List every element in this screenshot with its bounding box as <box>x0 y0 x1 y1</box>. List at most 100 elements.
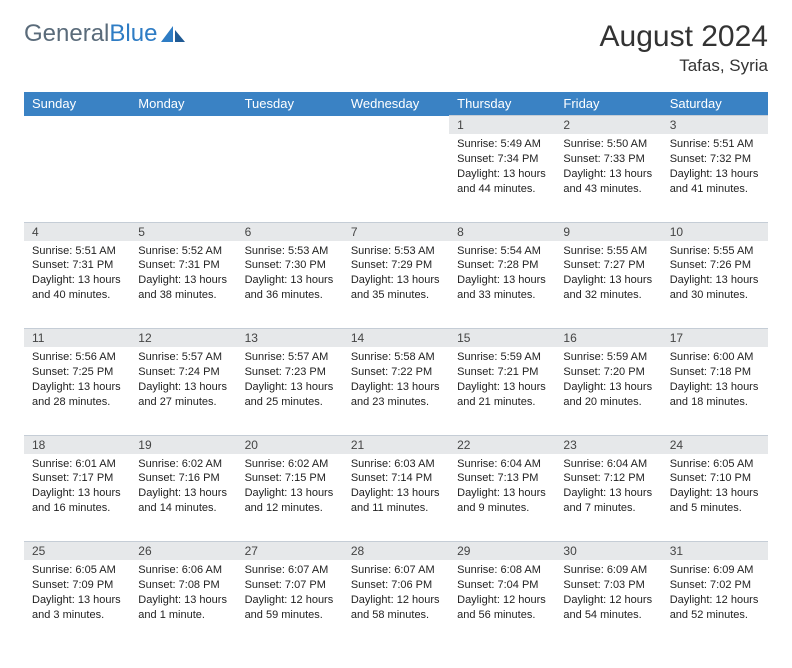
day-number-cell: 16 <box>555 329 661 348</box>
day-number-cell <box>130 116 236 135</box>
day-content-cell: Sunrise: 6:02 AMSunset: 7:15 PMDaylight:… <box>237 454 343 542</box>
day-content-cell: Sunrise: 6:03 AMSunset: 7:14 PMDaylight:… <box>343 454 449 542</box>
logo-sail-icon <box>159 24 187 44</box>
day-number-row: 11121314151617 <box>24 329 768 348</box>
day-header: Friday <box>555 92 661 116</box>
day-content-cell: Sunrise: 5:50 AMSunset: 7:33 PMDaylight:… <box>555 134 661 222</box>
day-content-row: Sunrise: 5:49 AMSunset: 7:34 PMDaylight:… <box>24 134 768 222</box>
day-header: Monday <box>130 92 236 116</box>
day-number-row: 45678910 <box>24 222 768 241</box>
day-content-row: Sunrise: 5:56 AMSunset: 7:25 PMDaylight:… <box>24 347 768 435</box>
day-content-cell <box>24 134 130 222</box>
day-content-cell: Sunrise: 5:49 AMSunset: 7:34 PMDaylight:… <box>449 134 555 222</box>
day-number-cell: 4 <box>24 222 130 241</box>
day-content-cell: Sunrise: 5:53 AMSunset: 7:29 PMDaylight:… <box>343 241 449 329</box>
day-number-cell: 2 <box>555 116 661 135</box>
location: Tafas, Syria <box>600 56 768 76</box>
day-number-cell: 20 <box>237 435 343 454</box>
day-content-cell: Sunrise: 5:56 AMSunset: 7:25 PMDaylight:… <box>24 347 130 435</box>
day-number-cell: 9 <box>555 222 661 241</box>
logo-text-blue: Blue <box>109 20 157 47</box>
day-number-cell: 28 <box>343 542 449 561</box>
day-number-cell: 18 <box>24 435 130 454</box>
day-number-cell: 30 <box>555 542 661 561</box>
day-content-cell: Sunrise: 5:59 AMSunset: 7:20 PMDaylight:… <box>555 347 661 435</box>
day-content-cell: Sunrise: 5:55 AMSunset: 7:26 PMDaylight:… <box>662 241 768 329</box>
day-number-cell: 13 <box>237 329 343 348</box>
header: GeneralBlue August 2024 Tafas, Syria <box>24 20 768 76</box>
day-number-cell: 11 <box>24 329 130 348</box>
calendar-body: 123Sunrise: 5:49 AMSunset: 7:34 PMDaylig… <box>24 116 768 649</box>
day-number-row: 18192021222324 <box>24 435 768 454</box>
day-number-cell <box>343 116 449 135</box>
day-content-cell: Sunrise: 6:04 AMSunset: 7:12 PMDaylight:… <box>555 454 661 542</box>
day-content-cell: Sunrise: 6:09 AMSunset: 7:03 PMDaylight:… <box>555 560 661 648</box>
day-content-cell: Sunrise: 5:57 AMSunset: 7:23 PMDaylight:… <box>237 347 343 435</box>
day-number-cell <box>237 116 343 135</box>
day-number-cell: 22 <box>449 435 555 454</box>
day-number-cell: 5 <box>130 222 236 241</box>
day-content-cell: Sunrise: 5:55 AMSunset: 7:27 PMDaylight:… <box>555 241 661 329</box>
day-content-cell: Sunrise: 5:58 AMSunset: 7:22 PMDaylight:… <box>343 347 449 435</box>
day-number-cell: 19 <box>130 435 236 454</box>
day-content-cell: Sunrise: 6:04 AMSunset: 7:13 PMDaylight:… <box>449 454 555 542</box>
day-content-cell: Sunrise: 6:07 AMSunset: 7:07 PMDaylight:… <box>237 560 343 648</box>
header-right: August 2024 Tafas, Syria <box>600 20 768 76</box>
logo-text-gray: General <box>24 20 109 47</box>
month-title: August 2024 <box>600 20 768 54</box>
calendar-head: SundayMondayTuesdayWednesdayThursdayFrid… <box>24 92 768 116</box>
day-number-cell: 29 <box>449 542 555 561</box>
day-content-row: Sunrise: 6:01 AMSunset: 7:17 PMDaylight:… <box>24 454 768 542</box>
day-number-cell: 31 <box>662 542 768 561</box>
day-content-cell: Sunrise: 5:52 AMSunset: 7:31 PMDaylight:… <box>130 241 236 329</box>
day-number-cell <box>24 116 130 135</box>
day-content-cell: Sunrise: 6:07 AMSunset: 7:06 PMDaylight:… <box>343 560 449 648</box>
day-number-cell: 24 <box>662 435 768 454</box>
day-content-cell: Sunrise: 5:57 AMSunset: 7:24 PMDaylight:… <box>130 347 236 435</box>
day-content-cell: Sunrise: 6:06 AMSunset: 7:08 PMDaylight:… <box>130 560 236 648</box>
day-content-cell: Sunrise: 5:54 AMSunset: 7:28 PMDaylight:… <box>449 241 555 329</box>
day-content-cell: Sunrise: 6:08 AMSunset: 7:04 PMDaylight:… <box>449 560 555 648</box>
day-header: Tuesday <box>237 92 343 116</box>
day-number-cell: 7 <box>343 222 449 241</box>
day-content-cell: Sunrise: 6:02 AMSunset: 7:16 PMDaylight:… <box>130 454 236 542</box>
day-content-cell: Sunrise: 5:53 AMSunset: 7:30 PMDaylight:… <box>237 241 343 329</box>
day-content-cell <box>343 134 449 222</box>
day-content-cell <box>130 134 236 222</box>
day-content-cell <box>237 134 343 222</box>
day-content-cell: Sunrise: 6:05 AMSunset: 7:10 PMDaylight:… <box>662 454 768 542</box>
day-header-row: SundayMondayTuesdayWednesdayThursdayFrid… <box>24 92 768 116</box>
day-content-cell: Sunrise: 6:05 AMSunset: 7:09 PMDaylight:… <box>24 560 130 648</box>
day-number-cell: 10 <box>662 222 768 241</box>
day-content-row: Sunrise: 6:05 AMSunset: 7:09 PMDaylight:… <box>24 560 768 648</box>
day-header: Sunday <box>24 92 130 116</box>
day-content-cell: Sunrise: 5:51 AMSunset: 7:31 PMDaylight:… <box>24 241 130 329</box>
day-number-cell: 1 <box>449 116 555 135</box>
day-number-row: 123 <box>24 116 768 135</box>
day-content-cell: Sunrise: 5:51 AMSunset: 7:32 PMDaylight:… <box>662 134 768 222</box>
day-number-cell: 6 <box>237 222 343 241</box>
day-number-cell: 26 <box>130 542 236 561</box>
calendar-table: SundayMondayTuesdayWednesdayThursdayFrid… <box>24 92 768 648</box>
day-number-cell: 17 <box>662 329 768 348</box>
logo: GeneralBlue <box>24 20 187 48</box>
day-header: Saturday <box>662 92 768 116</box>
day-number-cell: 8 <box>449 222 555 241</box>
day-header: Thursday <box>449 92 555 116</box>
day-content-row: Sunrise: 5:51 AMSunset: 7:31 PMDaylight:… <box>24 241 768 329</box>
day-number-row: 25262728293031 <box>24 542 768 561</box>
logo-text: GeneralBlue <box>24 20 157 48</box>
day-number-cell: 21 <box>343 435 449 454</box>
day-header: Wednesday <box>343 92 449 116</box>
day-number-cell: 3 <box>662 116 768 135</box>
day-content-cell: Sunrise: 5:59 AMSunset: 7:21 PMDaylight:… <box>449 347 555 435</box>
day-number-cell: 15 <box>449 329 555 348</box>
day-number-cell: 27 <box>237 542 343 561</box>
day-number-cell: 23 <box>555 435 661 454</box>
day-content-cell: Sunrise: 6:01 AMSunset: 7:17 PMDaylight:… <box>24 454 130 542</box>
day-number-cell: 12 <box>130 329 236 348</box>
day-content-cell: Sunrise: 6:00 AMSunset: 7:18 PMDaylight:… <box>662 347 768 435</box>
day-number-cell: 25 <box>24 542 130 561</box>
day-number-cell: 14 <box>343 329 449 348</box>
day-content-cell: Sunrise: 6:09 AMSunset: 7:02 PMDaylight:… <box>662 560 768 648</box>
